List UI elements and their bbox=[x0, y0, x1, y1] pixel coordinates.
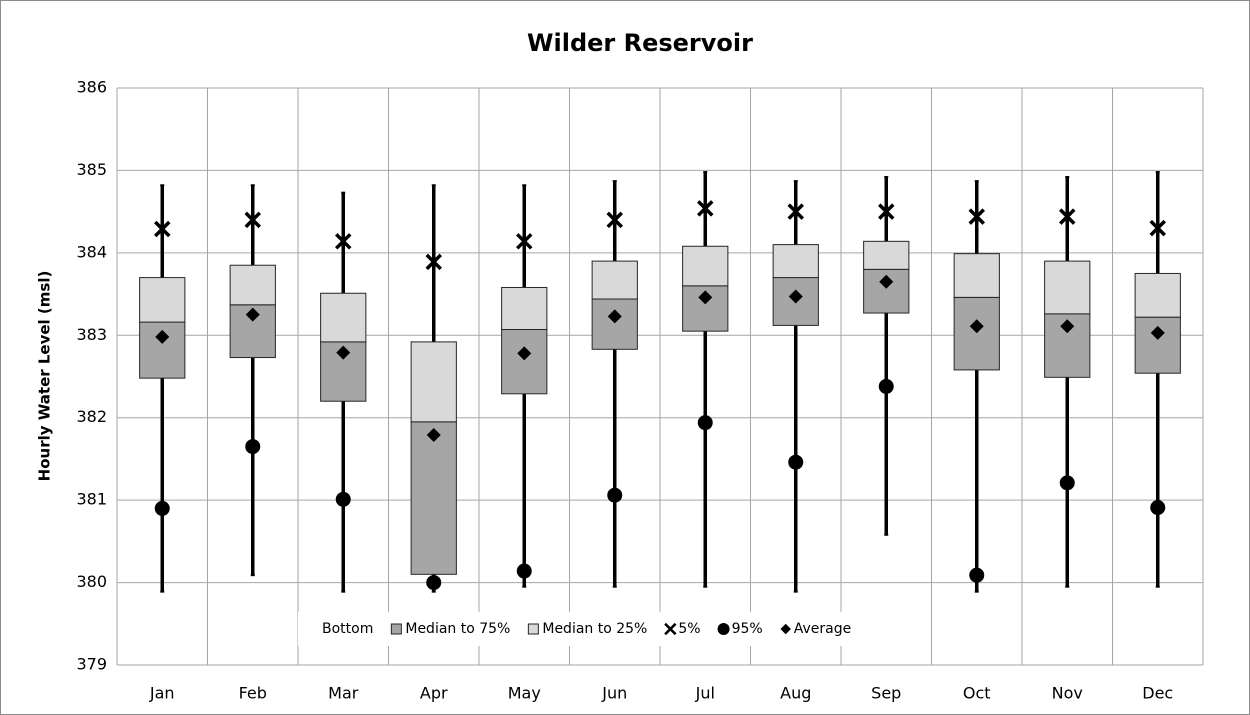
x-marker bbox=[244, 211, 261, 229]
x-tick-label: Dec bbox=[1142, 684, 1173, 703]
circle-marker bbox=[516, 563, 532, 579]
box-segment bbox=[229, 264, 276, 306]
box-segment bbox=[501, 329, 548, 395]
circle-marker bbox=[969, 567, 985, 583]
x-tick-label: Jul bbox=[695, 684, 715, 703]
diamond-marker bbox=[788, 289, 803, 304]
y-tick-label: 380 bbox=[76, 572, 107, 591]
y-tick-label: 379 bbox=[76, 655, 107, 674]
diamond-marker bbox=[969, 319, 984, 334]
x-tick-label: May bbox=[508, 684, 541, 703]
diamond-marker bbox=[780, 623, 791, 635]
box-segment bbox=[591, 298, 638, 350]
box-segment bbox=[501, 286, 548, 331]
box-segment bbox=[410, 341, 457, 423]
x-tick-label: Sep bbox=[871, 684, 901, 703]
x-tick-label: Oct bbox=[963, 684, 991, 703]
diamond-marker bbox=[1150, 325, 1165, 340]
x-marker bbox=[335, 233, 352, 250]
y-tick-label: 386 bbox=[76, 78, 107, 97]
diamond-marker bbox=[1060, 319, 1075, 334]
x-marker bbox=[154, 220, 171, 238]
x-tick-label: Aug bbox=[780, 684, 811, 703]
box-segment bbox=[591, 260, 638, 300]
circle-marker bbox=[607, 487, 623, 503]
x-tick-label: Nov bbox=[1052, 684, 1083, 703]
y-tick-label: 381 bbox=[76, 490, 107, 509]
x-tick-label: Jan bbox=[149, 684, 175, 703]
legend-label: 95% bbox=[732, 621, 763, 637]
x-marker bbox=[968, 208, 985, 225]
circle-marker bbox=[1150, 500, 1166, 516]
y-tick-label: 385 bbox=[76, 160, 107, 179]
x-marker bbox=[516, 233, 533, 250]
legend-label: Median to 25% bbox=[542, 621, 647, 637]
diamond-marker bbox=[879, 274, 894, 289]
diamond-marker bbox=[607, 309, 622, 324]
circle-marker bbox=[1059, 475, 1075, 491]
diamond-marker bbox=[426, 428, 441, 443]
legend-swatch bbox=[390, 623, 402, 635]
x-tick-label: Mar bbox=[328, 684, 359, 703]
grid bbox=[116, 87, 1204, 666]
box-segment bbox=[410, 421, 457, 575]
diamond-marker bbox=[336, 345, 351, 360]
y-tick-label: 383 bbox=[76, 325, 107, 344]
box-segment bbox=[772, 244, 819, 279]
box-segment bbox=[953, 253, 1000, 298]
diamond-marker bbox=[155, 329, 170, 344]
circle-marker bbox=[335, 491, 351, 507]
box-segment bbox=[1044, 260, 1091, 315]
circle-marker bbox=[154, 500, 170, 516]
legend-label: Bottom bbox=[322, 621, 373, 637]
box-segment bbox=[139, 277, 186, 323]
x-tick-label: Apr bbox=[420, 684, 448, 703]
x-marker bbox=[878, 203, 895, 220]
circle-marker bbox=[788, 454, 804, 470]
legend-label: Average bbox=[794, 621, 852, 637]
x-tick-label: Jun bbox=[601, 684, 627, 703]
x-marker bbox=[1059, 208, 1076, 225]
x-marker bbox=[787, 203, 804, 220]
x-marker bbox=[664, 622, 677, 636]
diamond-marker bbox=[245, 307, 260, 322]
x-marker bbox=[425, 253, 442, 271]
x-tick-label: Feb bbox=[239, 684, 267, 703]
box-segment bbox=[953, 296, 1000, 371]
y-tick-label: 382 bbox=[76, 407, 107, 426]
chart-title: Wilder Reservoir bbox=[527, 29, 753, 57]
box-segment bbox=[320, 292, 367, 343]
legend-label: 5% bbox=[678, 621, 700, 637]
circle-marker bbox=[245, 439, 261, 455]
circle-marker bbox=[426, 575, 442, 591]
circle-marker bbox=[717, 623, 730, 635]
legend: Bottom Median to 75% Median to 25% 5% 95% Ave… bbox=[298, 612, 870, 646]
x-marker bbox=[1149, 219, 1166, 237]
diamond-marker bbox=[698, 290, 713, 305]
box-segment bbox=[682, 245, 729, 287]
box-segment bbox=[1134, 316, 1181, 374]
legend-swatch bbox=[527, 623, 539, 635]
box-segment bbox=[1134, 272, 1181, 318]
circle-marker bbox=[697, 415, 713, 431]
y-tick-label: 384 bbox=[76, 242, 107, 261]
x-marker bbox=[697, 200, 714, 217]
circle-marker bbox=[878, 378, 894, 394]
diamond-marker bbox=[517, 346, 532, 361]
legend-label: Median to 75% bbox=[405, 621, 510, 637]
x-marker bbox=[606, 211, 623, 229]
box-segment bbox=[863, 240, 910, 270]
y-axis-label: Hourly Water Level (msl) bbox=[36, 271, 54, 482]
